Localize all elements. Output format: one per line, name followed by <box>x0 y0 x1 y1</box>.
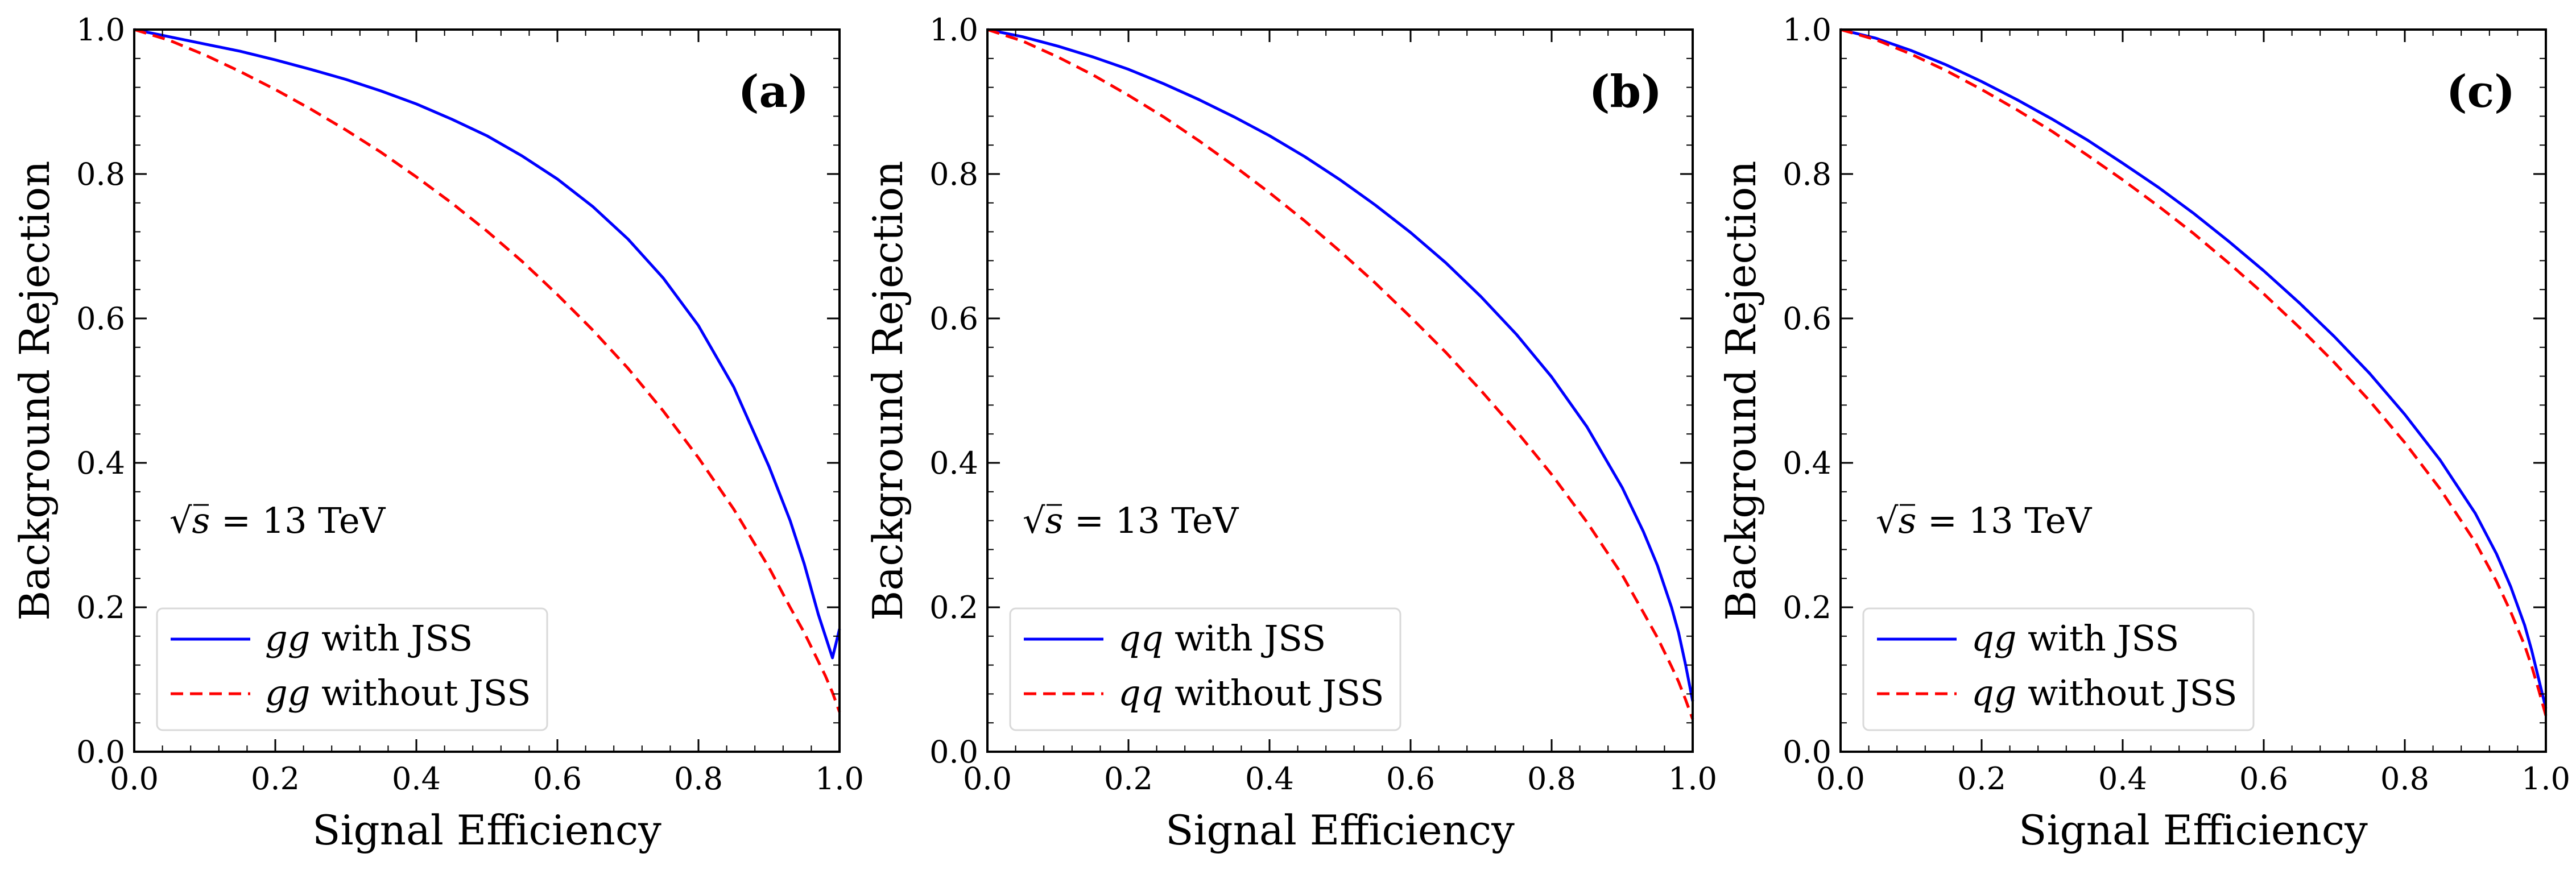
x-tick-label: 1.0 <box>1668 761 1717 797</box>
x-tick-label: 0.0 <box>963 761 1012 797</box>
legend-suffix: without JSS <box>310 672 531 714</box>
legend-process: qg <box>1971 618 2016 659</box>
x-tick-label: 0.2 <box>1957 761 2006 797</box>
legend-process: gg <box>265 618 310 659</box>
chart-panel-3: 0.00.0 0.2 0.2 0.4 0.4 0.6 0.6 0.8 0.8 1.0 1.0 Sign… <box>1717 12 2570 854</box>
legend-process: gg <box>265 672 310 714</box>
energy-value: = 13 TeV <box>1063 500 1239 541</box>
energy-annotation: √s = 13 TeV <box>169 500 386 541</box>
y-tick-label: 0.2 <box>929 590 978 625</box>
y-axis-label: Background Rejection <box>11 160 59 620</box>
y-tick-label: 1.0 <box>929 12 978 48</box>
x-axis-label: Signal Efficiency <box>312 806 661 854</box>
axes-frame <box>986 28 1694 753</box>
series-line-with-jss <box>987 28 1694 702</box>
y-tick-label: 0.4 <box>76 445 125 481</box>
sqrt-s-symbol: √s <box>169 500 210 541</box>
legend-suffix: without JSS <box>1163 672 1384 714</box>
energy-annotation: √s = 13 TeV <box>1876 500 2093 541</box>
series-line-with-jss <box>1840 28 2548 709</box>
legend-suffix: with JSS <box>310 618 473 659</box>
y-tick-label: 0.2 <box>76 590 125 625</box>
y-axis-label: Background Rejection <box>864 160 912 620</box>
x-tick-label: 1.0 <box>2521 761 2570 797</box>
x-tick-label: 1.0 <box>815 761 864 797</box>
y-tick-label: 0.4 <box>1783 445 1831 481</box>
legend-label-with-jss: qg with JSS <box>1971 618 2179 659</box>
axes-frame <box>1839 28 2547 753</box>
panel-label: (a) <box>738 66 809 118</box>
y-tick-label: 0.8 <box>1783 156 1831 192</box>
x-tick-label: 0.6 <box>2239 761 2288 797</box>
x-tick-label: 0.6 <box>1386 761 1435 797</box>
legend-box <box>1862 607 2255 731</box>
x-tick-label: 0.8 <box>1527 761 1576 797</box>
panel-label: (b) <box>1589 66 1662 118</box>
x-axis-label: Signal Efficiency <box>2019 806 2368 854</box>
y-axis-label: Background Rejection <box>1717 160 1765 620</box>
series-line-without-jss <box>987 28 1694 720</box>
legend-suffix: with JSS <box>1163 618 1326 659</box>
x-tick-label: 0.2 <box>251 761 300 797</box>
legend-label-without-jss: qq without JSS <box>1118 672 1384 714</box>
x-tick-label: 0.8 <box>2380 761 2429 797</box>
legend-label-with-jss: qq with JSS <box>1118 618 1326 659</box>
legend-process: qq <box>1118 672 1163 714</box>
x-tick-label: 0.8 <box>674 761 723 797</box>
sqrt-s-symbol: √s <box>1876 500 1916 541</box>
energy-annotation: √s = 13 TeV <box>1023 500 1239 541</box>
legend-suffix: without JSS <box>2016 672 2237 714</box>
series-line-with-jss <box>134 28 841 660</box>
y-tick-label: 0.8 <box>76 156 125 192</box>
x-tick-label: 0.4 <box>1245 761 1294 797</box>
y-tick-label: 0.4 <box>929 445 978 481</box>
x-tick-label: 0.2 <box>1104 761 1153 797</box>
chart-panel-1: 0.00.0 0.2 0.2 0.4 0.4 0.6 0.6 0.8 0.8 1.0 1.0 Sign… <box>11 12 864 854</box>
legend-suffix: with JSS <box>2016 618 2179 659</box>
panel-label: (c) <box>2446 66 2515 118</box>
y-tick-label: 0.6 <box>929 301 978 337</box>
x-tick-label: 0.4 <box>2098 761 2147 797</box>
legend-box <box>156 607 548 731</box>
x-tick-label: 0.0 <box>1816 761 1865 797</box>
legend-label-without-jss: qg without JSS <box>1971 672 2237 714</box>
y-tick-label: 0.0 <box>929 734 978 770</box>
sqrt-s-symbol: √s <box>1023 500 1063 541</box>
y-tick-label: 0.6 <box>76 301 125 337</box>
y-tick-label: 1.0 <box>76 12 125 48</box>
series-line-without-jss <box>134 28 841 713</box>
x-tick-label: 0.0 <box>110 761 159 797</box>
legend-process: qq <box>1118 618 1163 659</box>
y-tick-label: 0.0 <box>76 734 125 770</box>
x-tick-label: 0.6 <box>533 761 582 797</box>
y-tick-label: 0.8 <box>929 156 978 192</box>
x-tick-label: 0.4 <box>392 761 441 797</box>
axes-frame <box>133 28 841 753</box>
y-tick-label: 1.0 <box>1783 12 1831 48</box>
x-axis-label: Signal Efficiency <box>1165 806 1515 854</box>
series-line-without-jss <box>1840 28 2548 716</box>
energy-value: = 13 TeV <box>210 500 386 541</box>
legend-box <box>1009 607 1401 731</box>
y-tick-label: 0.2 <box>1783 590 1831 625</box>
energy-value: = 13 TeV <box>1916 500 2092 541</box>
chart-panel-2: 0.00.0 0.2 0.2 0.4 0.4 0.6 0.6 0.8 0.8 1.0 1.0 Sign… <box>864 12 1717 854</box>
legend-label-without-jss: gg without JSS <box>265 672 531 714</box>
legend-process: qg <box>1971 672 2016 714</box>
y-tick-label: 0.6 <box>1783 301 1831 337</box>
y-tick-label: 0.0 <box>1783 734 1831 770</box>
legend-label-with-jss: gg with JSS <box>265 618 473 659</box>
